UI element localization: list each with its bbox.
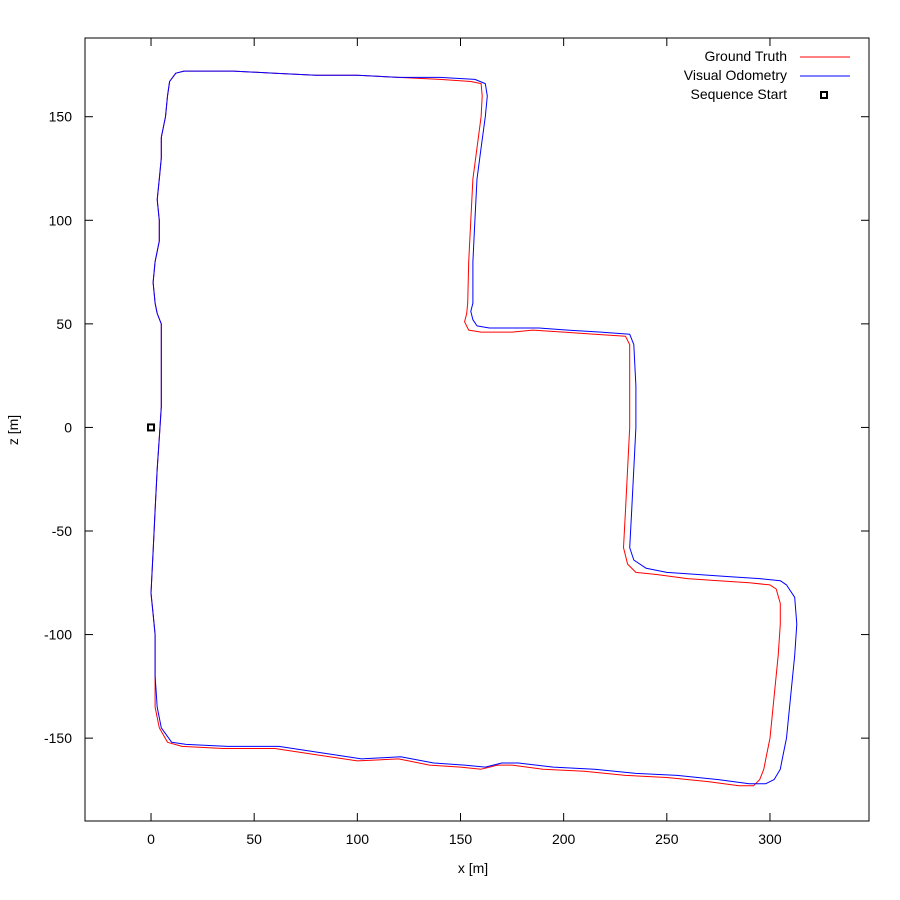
x-tick-label: 100 — [346, 831, 370, 847]
y-axis-label: z [m] — [5, 415, 21, 445]
x-tick-label: 50 — [246, 831, 262, 847]
series-layer — [150, 70, 798, 787]
x-tick-label: 250 — [655, 831, 679, 847]
y-tick-label: 150 — [49, 109, 73, 125]
x-axis-label: x [m] — [458, 860, 488, 876]
y-tick-label: -150 — [44, 730, 72, 746]
sequence-start-marker — [147, 423, 156, 432]
ticks-layer: 0 50 100 150 200 250 300 -150 -100 -50 0 50 100 150 — [44, 38, 869, 847]
x-tick-label: 150 — [449, 831, 473, 847]
legend-label-ground-truth: Ground Truth — [705, 48, 788, 64]
y-tick-label: -50 — [52, 523, 72, 539]
legend-label-sequence-start: Sequence Start — [690, 86, 787, 102]
y-tick-label: 0 — [64, 419, 72, 435]
y-tick-label: 100 — [49, 212, 73, 228]
y-tick-label: 50 — [56, 316, 72, 332]
x-tick-label: 300 — [758, 831, 782, 847]
marker-layer — [147, 423, 156, 432]
y-tick-label: -100 — [44, 627, 72, 643]
legend: Ground Truth Visual Odometry Sequence St… — [684, 48, 850, 102]
plot-frame — [84, 37, 870, 822]
x-tick-label: 0 — [147, 831, 155, 847]
x-tick-label: 200 — [552, 831, 576, 847]
legend-label-visual-odometry: Visual Odometry — [684, 67, 787, 83]
visual-odometry-line — [150, 70, 798, 785]
legend-marker-sequence-start — [820, 91, 828, 99]
